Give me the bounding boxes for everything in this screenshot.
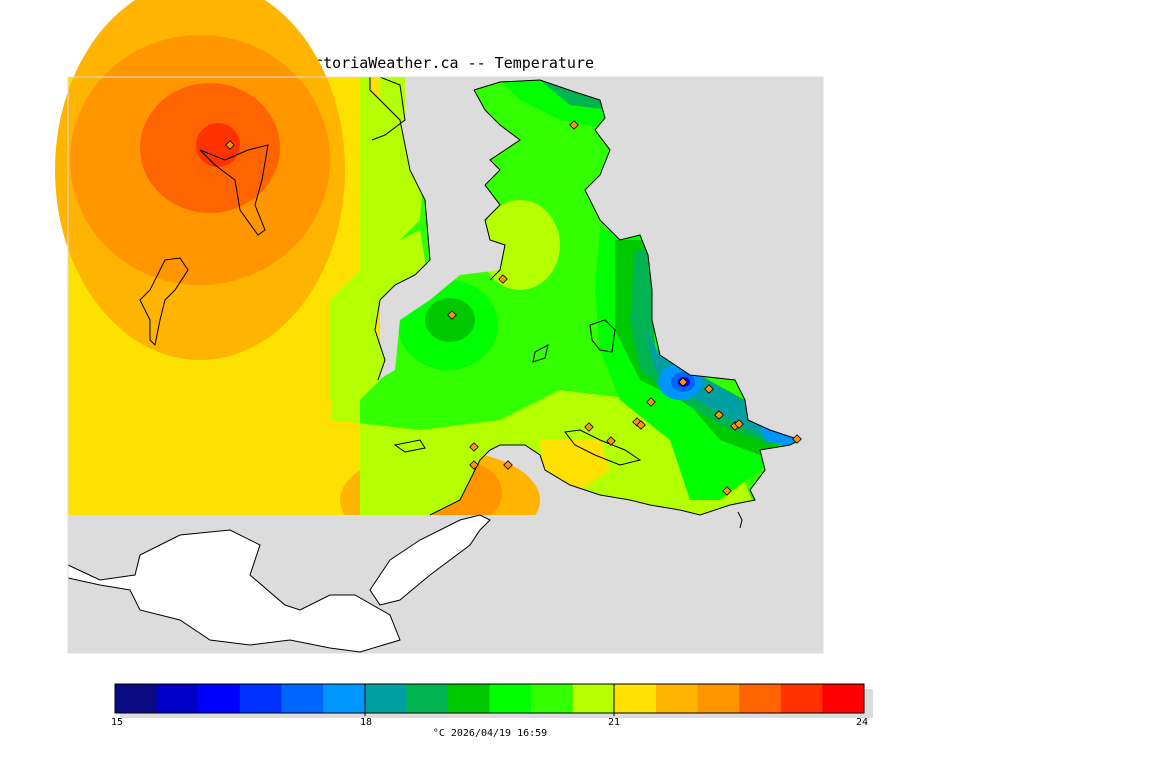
coastlines	[139, 76, 802, 529]
station-marker	[714, 410, 724, 420]
station-marker	[792, 434, 802, 444]
station-marker	[636, 420, 646, 430]
map-frame	[67, 76, 824, 654]
station-marker	[606, 436, 616, 446]
station-marker	[447, 310, 457, 320]
weather-stations	[225, 120, 802, 496]
colorbar-swatch	[572, 684, 615, 713]
colorbar-swatch	[406, 684, 449, 713]
colorbar-swatch	[323, 684, 366, 713]
page-title: VictoriaWeather.ca -- Temperature	[295, 54, 594, 72]
colorbar-swatch	[115, 684, 158, 713]
colorbar-swatch	[198, 684, 241, 713]
station-marker	[225, 140, 235, 150]
colorbar-swatch	[239, 684, 282, 713]
colorbar-swatch	[614, 684, 657, 713]
colorbar-swatch	[531, 684, 574, 713]
colorbar-swatch	[780, 684, 823, 713]
colorbar-swatch	[281, 684, 324, 713]
station-marker	[584, 422, 594, 432]
station-marker	[722, 486, 732, 496]
colorbar-swatch	[447, 684, 490, 713]
station-marker	[734, 419, 744, 429]
olympic-peninsula	[67, 529, 401, 653]
colorbar-tick-15: 15	[110, 717, 124, 728]
station-marker	[569, 120, 579, 130]
colorbar-swatch	[655, 684, 699, 713]
station-marker	[503, 460, 513, 470]
colorbar-tick-24: 24	[855, 717, 869, 728]
station-marker	[498, 274, 508, 284]
colorbar-swatch	[364, 684, 407, 713]
station-marker	[704, 384, 714, 394]
station-marker	[678, 377, 688, 387]
colorbar-swatch	[822, 684, 865, 713]
colorbar-caption: °C 2026/04/19 16:59	[432, 728, 548, 739]
colorbar-tick-21: 21	[607, 717, 621, 728]
station-marker	[646, 397, 656, 407]
colorbar-swatch	[739, 684, 782, 713]
colorbar-swatch	[489, 684, 532, 713]
colorbar-tick-18: 18	[359, 717, 373, 728]
colorbar-swatch	[697, 684, 740, 713]
station-marker	[469, 460, 479, 470]
colorbar-swatch	[156, 684, 199, 713]
station-marker	[469, 442, 479, 452]
colorbar	[114, 683, 873, 718]
temperature-field	[55, 0, 823, 653]
